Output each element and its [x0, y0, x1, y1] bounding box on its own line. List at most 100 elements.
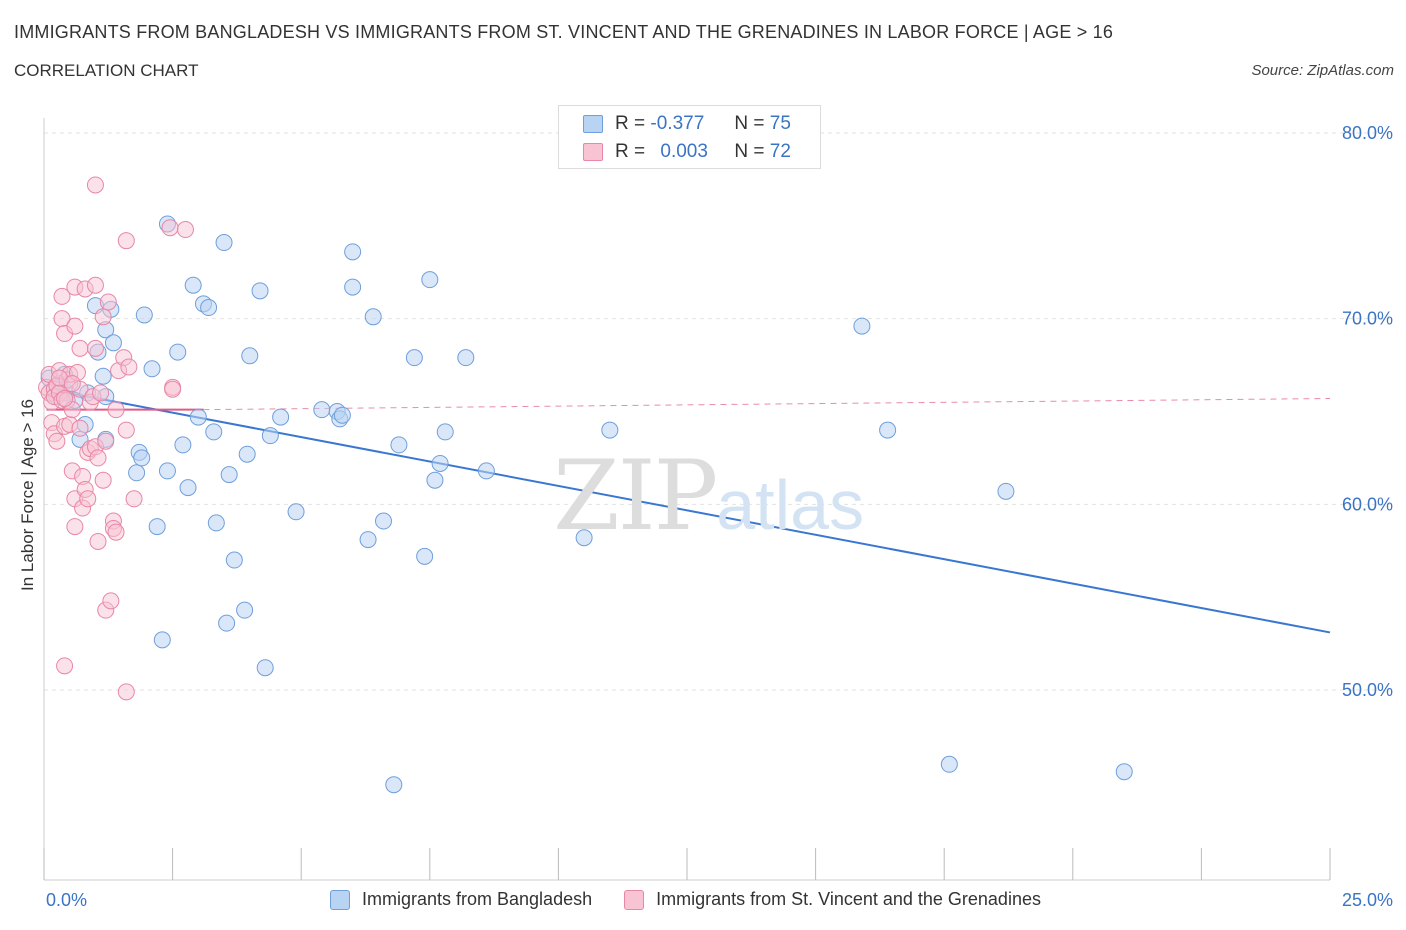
series-swatch-bangladesh	[330, 889, 350, 910]
point-bangladesh	[215, 234, 233, 252]
point-bangladesh	[236, 601, 254, 619]
point-bangladesh	[153, 631, 171, 649]
point-bangladesh	[225, 551, 243, 569]
point-bangladesh	[421, 271, 439, 289]
point-bangladesh	[1115, 763, 1133, 781]
point-bangladesh	[169, 343, 187, 361]
trend-line-st-vincent-dashed	[203, 398, 1331, 411]
legend-r-label: R =	[615, 113, 646, 134]
point-bangladesh	[207, 514, 225, 532]
point-bangladesh	[416, 547, 434, 565]
point-st-vincent	[94, 308, 112, 326]
point-bangladesh	[601, 421, 619, 439]
data-points	[38, 176, 1133, 794]
axes	[43, 118, 1331, 881]
series-legend: Immigrants from Bangladesh Immigrants fr…	[330, 889, 1073, 910]
point-st-vincent	[107, 523, 125, 541]
point-bangladesh	[385, 776, 403, 794]
point-st-vincent	[117, 683, 135, 701]
chart-title: IMMIGRANTS FROM BANGLADESH VS IMMIGRANTS…	[14, 22, 1114, 42]
point-st-vincent	[71, 339, 89, 357]
source-label: Source: ZipAtlas.com	[1251, 62, 1394, 79]
point-bangladesh	[218, 614, 236, 632]
point-st-vincent	[66, 317, 84, 335]
point-st-vincent	[92, 384, 110, 402]
point-st-vincent	[86, 276, 104, 294]
point-bangladesh	[313, 401, 331, 419]
point-bangladesh	[436, 423, 454, 441]
point-bangladesh	[128, 464, 146, 482]
x-tick-min: 0.0%	[46, 890, 88, 910]
legend-n-value: 75	[769, 113, 791, 134]
point-bangladesh	[575, 529, 593, 547]
point-bangladesh	[364, 308, 382, 326]
point-st-vincent	[86, 339, 104, 357]
series-swatch-st-vincent	[624, 889, 645, 910]
point-bangladesh	[333, 406, 351, 424]
y-tick-label: 80.0%	[1342, 123, 1393, 143]
legend-n-label: N =	[734, 113, 765, 134]
point-bangladesh	[457, 349, 475, 367]
point-st-vincent	[71, 419, 89, 437]
legend-r-value: -0.377	[650, 113, 705, 134]
point-bangladesh	[200, 299, 218, 317]
legend-row-st-vincent: R = 0.003 N = 72	[583, 141, 791, 163]
point-st-vincent	[125, 490, 143, 508]
point-st-vincent	[99, 293, 117, 311]
point-bangladesh	[261, 427, 279, 445]
legend-row-bangladesh: R = -0.377 N = 75	[583, 113, 791, 135]
point-st-vincent	[117, 232, 135, 250]
zipatlas-watermark: ZIPatlas	[553, 440, 865, 552]
y-tick-labels: 50.0% 60.0% 70.0% 80.0%	[1342, 123, 1393, 700]
point-bangladesh	[241, 347, 259, 365]
point-st-vincent	[53, 287, 71, 305]
point-st-vincent	[56, 390, 74, 408]
point-bangladesh	[189, 408, 207, 426]
point-bangladesh	[359, 531, 377, 549]
point-bangladesh	[184, 276, 202, 294]
y-axis-label: In Labor Force | Age > 16	[18, 398, 37, 592]
correlation-legend: R = -0.377 N = 75 R = 0.003 N = 72	[558, 105, 821, 169]
point-bangladesh	[405, 349, 423, 367]
legend-n-label: N =	[734, 141, 765, 162]
y-tick-label: 60.0%	[1342, 494, 1393, 514]
legend-swatch-bangladesh	[583, 115, 603, 133]
point-st-vincent	[164, 380, 182, 398]
point-st-vincent	[63, 375, 81, 393]
point-st-vincent	[107, 401, 125, 419]
legend-r-value: 0.003	[660, 141, 708, 162]
legend-n-value: 72	[769, 141, 791, 162]
series-label-bangladesh: Immigrants from Bangladesh	[362, 889, 593, 909]
chart-subtitle: CORRELATION CHART	[14, 61, 199, 80]
point-bangladesh	[179, 479, 197, 497]
point-bangladesh	[272, 408, 290, 426]
point-bangladesh	[879, 421, 897, 439]
point-bangladesh	[133, 449, 151, 467]
point-bangladesh	[375, 512, 393, 530]
series-legend-st-vincent: Immigrants from St. Vincent and the Gren…	[624, 889, 1041, 910]
x-tick-max: 25.0%	[1341, 890, 1393, 910]
point-st-vincent	[56, 657, 74, 675]
point-st-vincent	[94, 471, 112, 489]
point-bangladesh	[205, 423, 223, 441]
series-label-st-vincent: Immigrants from St. Vincent and the Gren…	[656, 889, 1041, 909]
point-st-vincent	[102, 592, 120, 610]
point-bangladesh	[135, 306, 153, 324]
point-st-vincent	[97, 432, 115, 450]
y-tick-label: 50.0%	[1342, 680, 1393, 700]
legend-r-label: R =	[615, 141, 646, 162]
point-bangladesh	[104, 334, 122, 352]
point-bangladesh	[431, 454, 449, 472]
point-st-vincent	[161, 219, 179, 237]
legend-swatch-st-vincent	[583, 143, 603, 161]
point-st-vincent	[79, 490, 97, 508]
point-bangladesh	[251, 282, 269, 300]
point-bangladesh	[344, 243, 362, 261]
point-bangladesh	[94, 367, 112, 385]
point-bangladesh	[143, 360, 161, 378]
series-legend-bangladesh: Immigrants from Bangladesh	[330, 889, 592, 910]
point-st-vincent	[176, 221, 194, 239]
point-bangladesh	[997, 482, 1015, 500]
point-st-vincent	[89, 532, 107, 550]
